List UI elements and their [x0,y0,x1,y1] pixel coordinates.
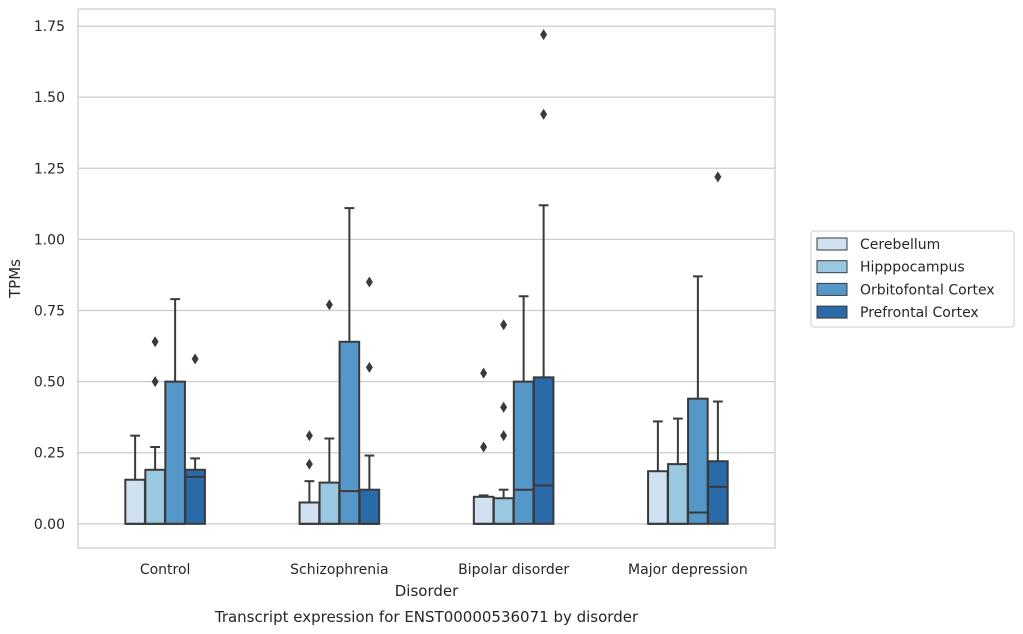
x-tick-label: Bipolar disorder [458,562,569,578]
box [124,478,146,525]
box-group [492,319,515,525]
outlier-point [151,336,159,348]
x-tick-label: Schizophrenia [290,562,388,578]
outlier-point [151,376,159,388]
box-group [532,29,555,525]
box-group [512,295,535,525]
chart-caption: Transcript expression for ENST0000053607… [214,608,639,626]
legend-label: Cerebellum [860,237,940,253]
box-layer [124,29,729,525]
y-axis-title: TPMs [6,259,24,299]
y-tick-label: 1.00 [34,232,65,248]
x-tick-labels: Control Schizophrenia Bipolar disorder Majo… [140,562,748,578]
box-group [298,430,321,525]
box [667,463,689,525]
y-tick-label: 0.00 [34,517,65,533]
grid-lines [78,25,775,525]
plot-frame [77,8,776,549]
box [318,481,341,525]
outlier-point [305,430,313,442]
legend-swatch [816,237,848,251]
box-group [318,299,341,525]
y-tick-label: 0.50 [34,375,65,391]
legend-label: Hipppocampus [860,260,965,276]
box-group [164,298,186,525]
box [492,497,515,525]
box [707,460,729,525]
box [298,501,321,525]
box-group [358,276,381,525]
y-tick-label: 1.25 [34,161,65,177]
outlier-point [325,299,333,311]
box [512,380,535,525]
y-tick-label: 1.75 [34,19,65,35]
box [687,397,709,525]
outlier-point [191,353,199,365]
box [338,340,361,525]
legend-swatch [816,282,848,296]
outlier-point [714,171,722,183]
box [647,470,669,525]
box [144,468,166,525]
box-group [338,207,361,525]
y-tick-label: 0.25 [34,446,65,462]
box-group [124,434,146,525]
legend-frame [810,230,1015,328]
outlier-point [540,29,548,41]
box-group [144,336,166,525]
legend-label: Orbitofontal Cortex [860,282,995,298]
box [472,495,495,525]
x-tick-label: Major depression [628,562,748,578]
legend-label: Prefrontal Cortex [860,305,979,321]
outlier-point [480,441,488,453]
box [532,376,555,525]
outlier-point [500,319,508,331]
box-group [647,420,669,525]
y-tick-labels: 0.00 0.25 0.50 0.75 1.00 1.25 1.50 1.75 [34,19,65,533]
y-tick-label: 1.50 [34,90,65,106]
y-tick-label: 0.75 [34,303,65,319]
outlier-point [540,108,548,120]
box-group [707,171,729,525]
box-group [472,367,495,525]
box [184,468,206,525]
outlier-point [480,367,488,379]
legend-swatch [816,305,848,319]
box [164,380,186,525]
legend-swatch [816,260,848,274]
box-group [184,353,206,525]
x-tick-label: Control [140,562,191,578]
legend: Cerebellum Hipppocampus Orbitofontal Corte… [810,230,1015,328]
outlier-point [500,430,508,442]
outlier-point [365,276,373,288]
box-group [667,417,689,525]
outlier-point [305,458,313,470]
box-group [687,275,709,525]
outlier-point [365,361,373,373]
outlier-point [500,401,508,413]
x-axis-title: Disorder [395,582,459,600]
box [358,488,381,525]
